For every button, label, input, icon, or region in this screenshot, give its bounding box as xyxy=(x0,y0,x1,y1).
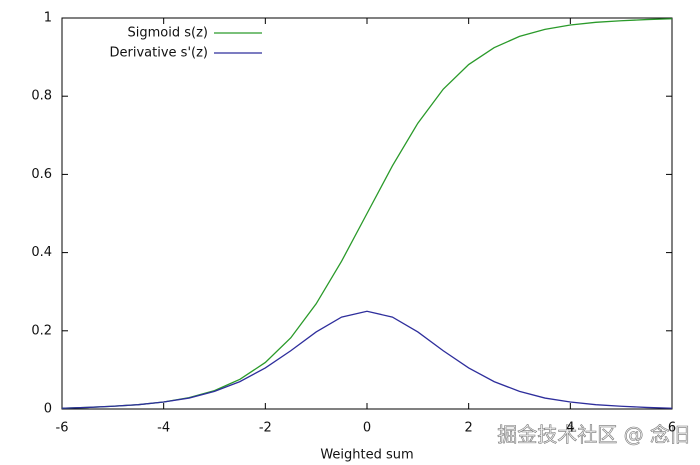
y-tick-label: 1 xyxy=(44,11,52,26)
x-tick-label: -2 xyxy=(259,421,272,436)
y-tick-label: 0.6 xyxy=(31,167,52,182)
y-tick-label: 0 xyxy=(44,402,52,417)
x-tick-label: -6 xyxy=(56,421,69,436)
line-series xyxy=(61,18,673,409)
y-tick-label: 0.4 xyxy=(31,245,52,260)
x-tick-label: 0 xyxy=(363,421,371,436)
x-axis-label: Weighted sum xyxy=(320,448,413,463)
x-tick-label: 6 xyxy=(668,421,676,436)
line-series xyxy=(61,310,673,409)
x-tick-label: -4 xyxy=(157,421,170,436)
x-tick-label: 4 xyxy=(566,421,574,436)
legend-label: Derivative s'(z) xyxy=(110,46,208,61)
watermark: 掘金技术社区 @ 念旧 xyxy=(497,423,690,447)
y-tick-label: 0.8 xyxy=(31,89,52,104)
x-tick-label: 2 xyxy=(465,421,473,436)
legend-label: Sigmoid s(z) xyxy=(128,26,208,41)
y-tick-label: 0.2 xyxy=(31,323,52,338)
